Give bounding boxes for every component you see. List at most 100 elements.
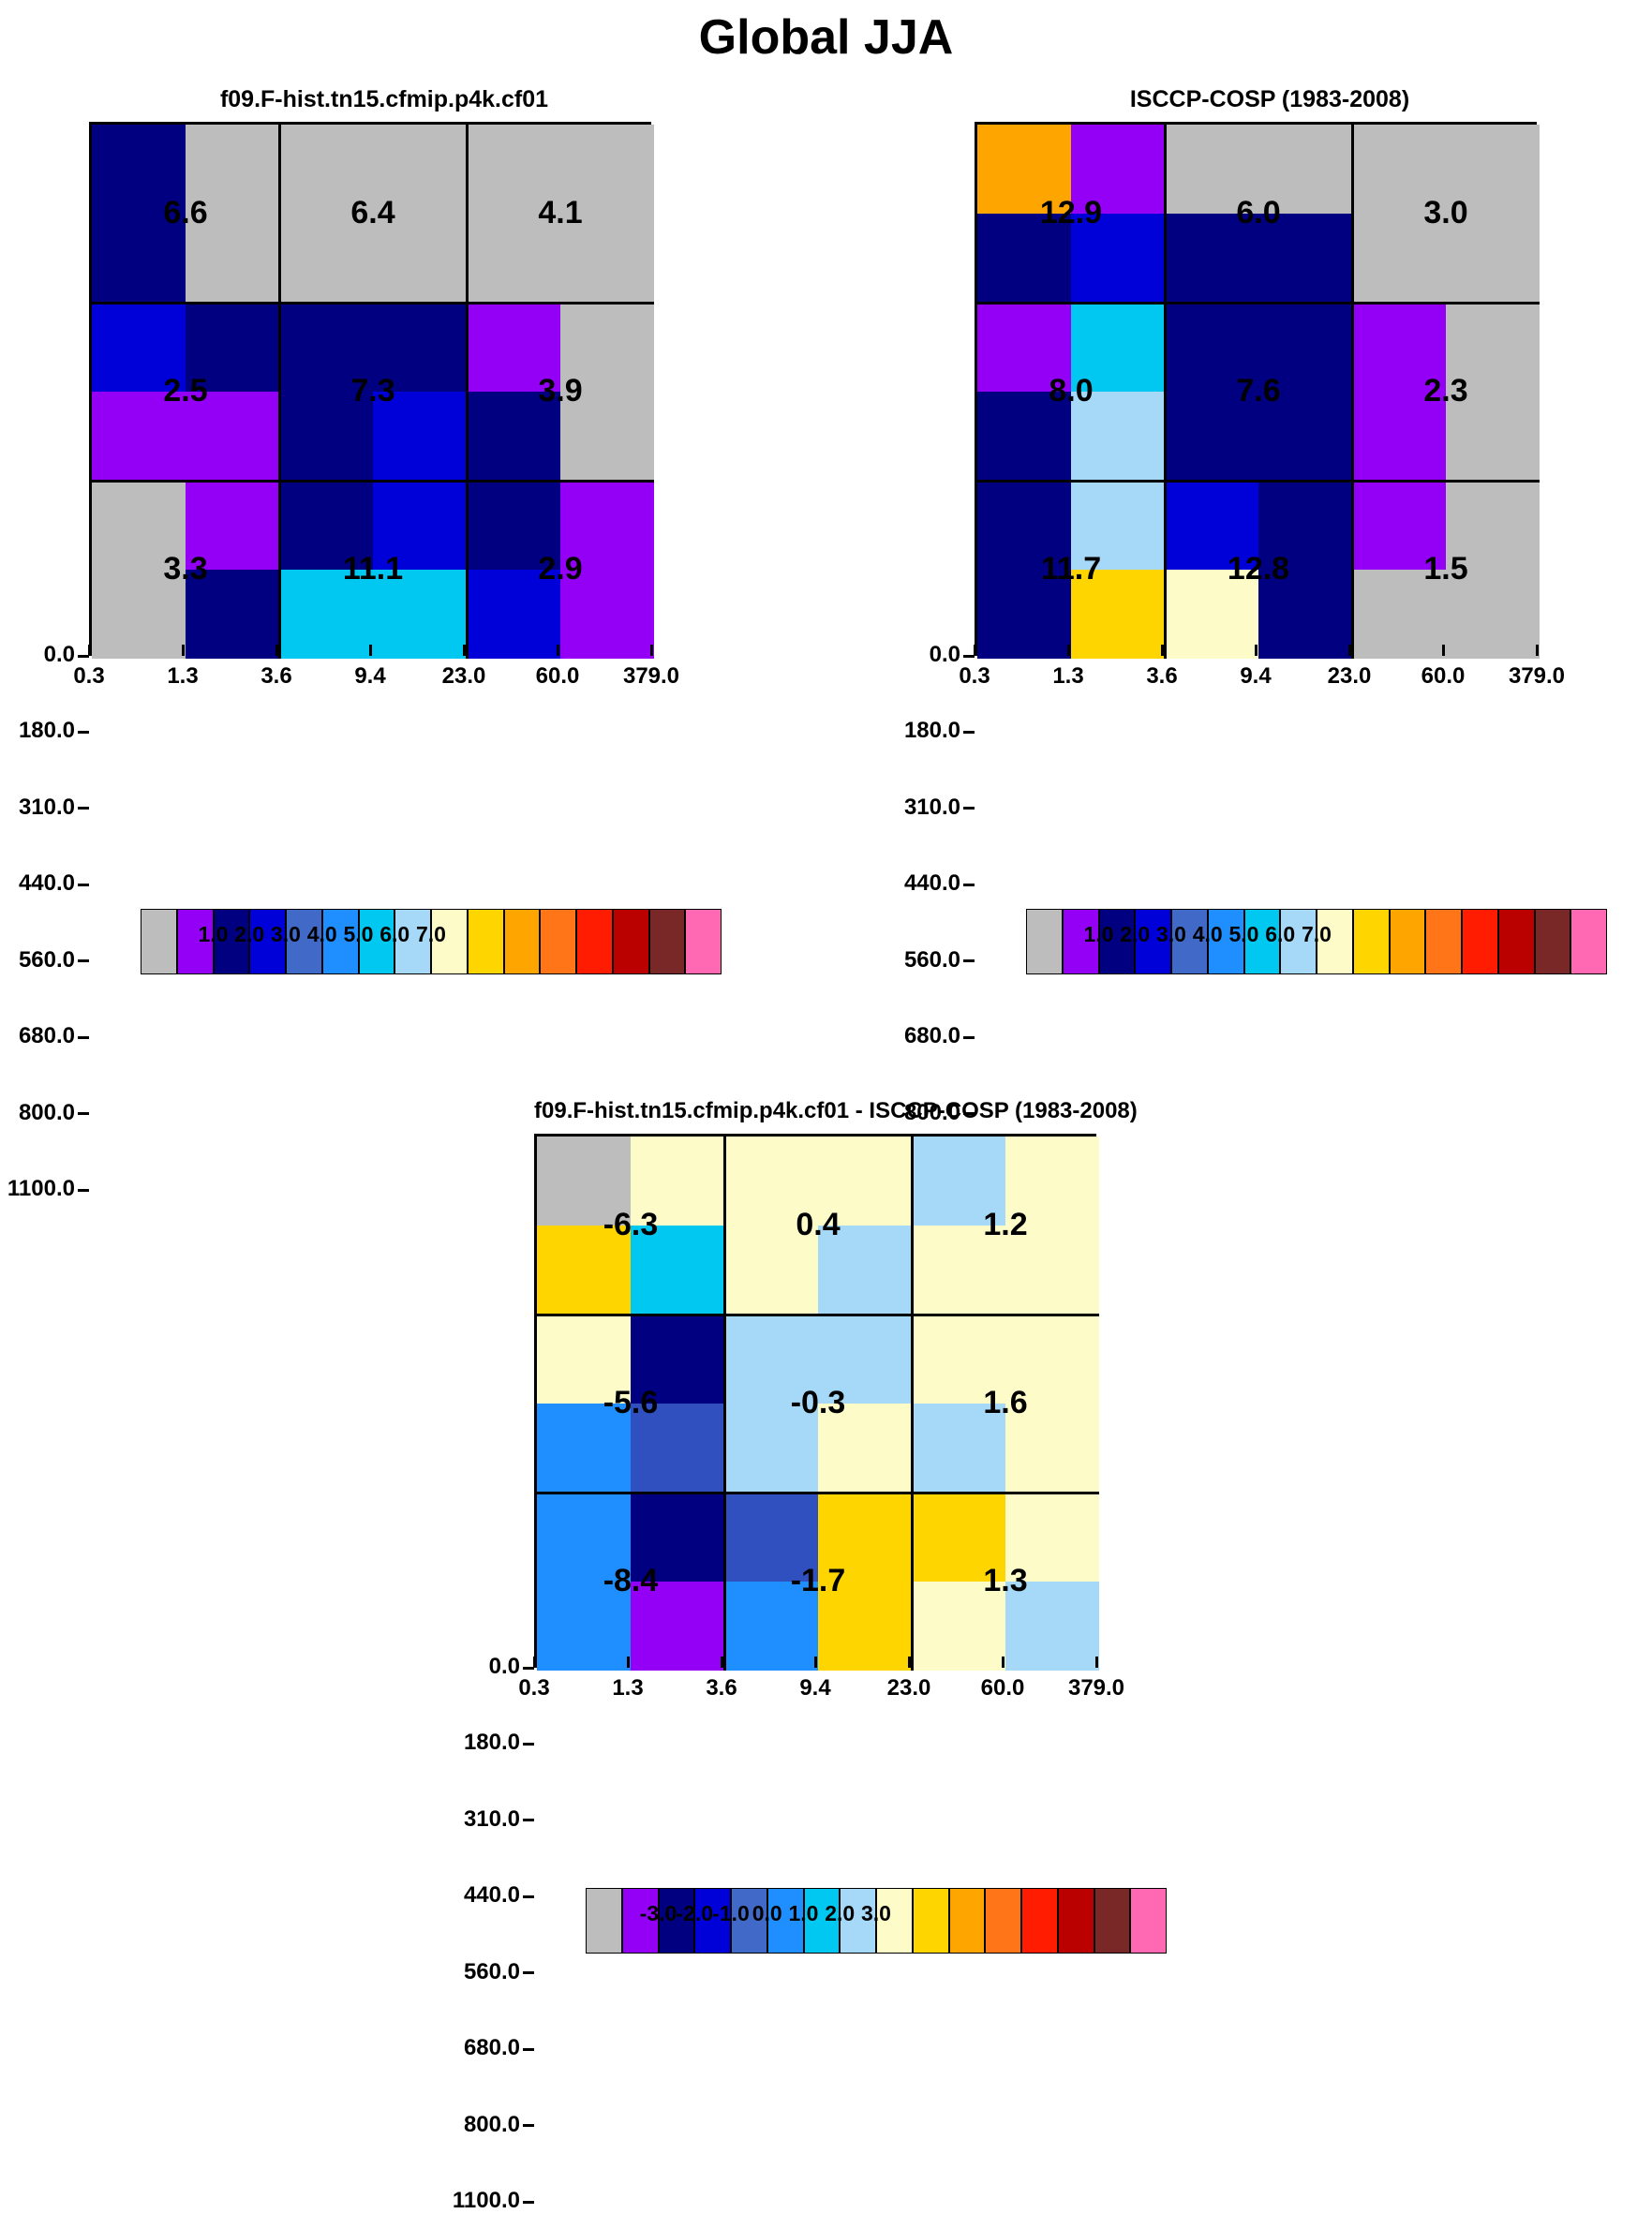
- heatmap-diff[interactable]: -6.3 0.4 1.2 -5.6 -0.3 1.6 -8.4 -1.7 1.3: [534, 1134, 1096, 1668]
- heatmap-cell-diff-r3-c3[interactable]: [818, 1404, 912, 1493]
- heatmap-cell-model-r2-c5[interactable]: [560, 303, 654, 392]
- xtick-label-model-6[interactable]: 379.0: [609, 663, 693, 690]
- xtick-label-diff-0[interactable]: 0.3: [492, 1675, 576, 1701]
- heatmap-cell-obs-r0-c5[interactable]: [1446, 125, 1540, 214]
- ytick-label-model-3[interactable]: 440.0: [0, 870, 75, 897]
- legend-swatch-main-0[interactable]: [141, 909, 177, 974]
- heatmap-cell-obs-r1-c3[interactable]: [1258, 214, 1352, 303]
- heatmap-cell-obs-r1-c4[interactable]: [1352, 214, 1446, 303]
- heatmap-cell-obs-r0-c2[interactable]: [1165, 125, 1258, 214]
- xtick-label-obs-0[interactable]: 0.3: [932, 663, 1017, 690]
- heatmap-cell-obs-r3-c1[interactable]: [1071, 392, 1165, 481]
- ytick-label-model-2[interactable]: 310.0: [0, 795, 75, 821]
- xtick-label-model-5[interactable]: 60.0: [515, 663, 600, 690]
- heatmap-cell-model-r2-c1[interactable]: [186, 303, 279, 392]
- ytick-label-diff-4[interactable]: 560.0: [436, 1959, 520, 1985]
- xtick-label-diff-6[interactable]: 379.0: [1054, 1675, 1139, 1701]
- heatmap-cell-diff-r5-c5[interactable]: [1005, 1582, 1099, 1671]
- ytick-label-obs-2[interactable]: 310.0: [876, 795, 960, 821]
- heatmap-cell-model-r3-c2[interactable]: [279, 392, 373, 481]
- heatmap-cell-diff-r4-c5[interactable]: [1005, 1493, 1099, 1582]
- heatmap-cell-model-r1-c4[interactable]: [467, 214, 560, 303]
- heatmap-cell-model-r0-c5[interactable]: [560, 125, 654, 214]
- ytick-label-model-1[interactable]: 180.0: [0, 718, 75, 744]
- heatmap-cell-model-r5-c5[interactable]: [560, 570, 654, 659]
- heatmap-cell-model-r3-c1[interactable]: [186, 392, 279, 481]
- ytick-label-obs-4[interactable]: 560.0: [876, 947, 960, 973]
- legend-swatch-main-9[interactable]: [1353, 909, 1390, 974]
- heatmap-cell-model-r3-c4[interactable]: [467, 392, 560, 481]
- ytick-label-model-7[interactable]: 1100.0: [0, 1176, 75, 1202]
- legend-swatch-main-14[interactable]: [649, 909, 686, 974]
- legend-swatch-diff-9[interactable]: [913, 1888, 949, 1954]
- legend-swatch-main-12[interactable]: [576, 909, 613, 974]
- heatmap-cell-model-r0-c2[interactable]: [279, 125, 373, 214]
- xtick-label-diff-2[interactable]: 3.6: [679, 1675, 764, 1701]
- heatmap-cell-diff-r4-c2[interactable]: [724, 1493, 818, 1582]
- legend-swatch-main-15[interactable]: [685, 909, 722, 974]
- heatmap-cell-diff-r5-c2[interactable]: [724, 1582, 818, 1671]
- heatmap-cell-diff-r2-c2[interactable]: [724, 1315, 818, 1404]
- legend-swatch-main-15[interactable]: [1570, 909, 1607, 974]
- heatmap-cell-model-r2-c3[interactable]: [373, 303, 467, 392]
- heatmap-cell-diff-r3-c2[interactable]: [724, 1404, 818, 1493]
- heatmap-cell-model-r4-c5[interactable]: [560, 481, 654, 570]
- ytick-label-diff-1[interactable]: 180.0: [436, 1730, 520, 1756]
- heatmap-cell-obs-r3-c0[interactable]: [977, 392, 1071, 481]
- heatmap-cell-obs-r3-c5[interactable]: [1446, 392, 1540, 481]
- heatmap-cell-model-r1-c3[interactable]: [373, 214, 467, 303]
- xtick-label-obs-1[interactable]: 1.3: [1026, 663, 1110, 690]
- heatmap-cell-diff-r0-c2[interactable]: [724, 1137, 818, 1226]
- heatmap-cell-model-r4-c3[interactable]: [373, 481, 467, 570]
- heatmap-cell-diff-r2-c1[interactable]: [631, 1315, 724, 1404]
- heatmap-obs[interactable]: 12.9 6.0 3.0 8.0 7.6 2.3 11.7 12.8 1.5: [975, 122, 1537, 656]
- heatmap-cell-model-r2-c4[interactable]: [467, 303, 560, 392]
- heatmap-cell-diff-r3-c5[interactable]: [1005, 1404, 1099, 1493]
- heatmap-cell-obs-r1-c0[interactable]: [977, 214, 1071, 303]
- heatmap-cell-model-r4-c2[interactable]: [279, 481, 373, 570]
- xtick-label-obs-3[interactable]: 9.4: [1213, 663, 1298, 690]
- xtick-label-model-2[interactable]: 3.6: [234, 663, 319, 690]
- heatmap-cell-obs-r2-c2[interactable]: [1165, 303, 1258, 392]
- heatmap-cell-obs-r2-c0[interactable]: [977, 303, 1071, 392]
- heatmap-cell-model-r0-c3[interactable]: [373, 125, 467, 214]
- legend-swatch-main-9[interactable]: [468, 909, 504, 974]
- heatmap-cell-model-r2-c0[interactable]: [92, 303, 186, 392]
- heatmap-cell-model-r5-c2[interactable]: [279, 570, 373, 659]
- legend-swatch-main-10[interactable]: [1390, 909, 1426, 974]
- xtick-label-diff-1[interactable]: 1.3: [586, 1675, 670, 1701]
- ytick-label-diff-2[interactable]: 310.0: [436, 1806, 520, 1833]
- heatmap-cell-model-r5-c0[interactable]: [92, 570, 186, 659]
- heatmap-cell-model-r4-c1[interactable]: [186, 481, 279, 570]
- heatmap-cell-model-r5-c4[interactable]: [467, 570, 560, 659]
- heatmap-cell-obs-r5-c0[interactable]: [977, 570, 1071, 659]
- heatmap-cell-obs-r0-c1[interactable]: [1071, 125, 1165, 214]
- heatmap-cell-model-r3-c0[interactable]: [92, 392, 186, 481]
- legend-swatch-main-14[interactable]: [1535, 909, 1571, 974]
- heatmap-cell-obs-r1-c2[interactable]: [1165, 214, 1258, 303]
- heatmap-cell-diff-r5-c3[interactable]: [818, 1582, 912, 1671]
- heatmap-cell-diff-r3-c4[interactable]: [912, 1404, 1005, 1493]
- heatmap-cell-obs-r3-c4[interactable]: [1352, 392, 1446, 481]
- ytick-label-model-4[interactable]: 560.0: [0, 947, 75, 973]
- xtick-label-model-0[interactable]: 0.3: [47, 663, 131, 690]
- heatmap-cell-model-r4-c4[interactable]: [467, 481, 560, 570]
- legend-swatch-main-13[interactable]: [613, 909, 649, 974]
- xtick-label-obs-5[interactable]: 60.0: [1401, 663, 1485, 690]
- heatmap-cell-obs-r5-c1[interactable]: [1071, 570, 1165, 659]
- heatmap-cell-diff-r4-c1[interactable]: [631, 1493, 724, 1582]
- heatmap-cell-obs-r4-c2[interactable]: [1165, 481, 1258, 570]
- heatmap-cell-diff-r4-c3[interactable]: [818, 1493, 912, 1582]
- legend-swatch-main-11[interactable]: [1425, 909, 1462, 974]
- heatmap-cell-obs-r4-c3[interactable]: [1258, 481, 1352, 570]
- ytick-label-diff-7[interactable]: 1100.0: [436, 2188, 520, 2214]
- heatmap-cell-diff-r0-c3[interactable]: [818, 1137, 912, 1226]
- heatmap-cell-diff-r1-c3[interactable]: [818, 1226, 912, 1315]
- ytick-label-model-5[interactable]: 680.0: [0, 1023, 75, 1049]
- heatmap-cell-diff-r1-c1[interactable]: [631, 1226, 724, 1315]
- legend-swatch-diff-13[interactable]: [1058, 1888, 1094, 1954]
- heatmap-cell-model-r4-c0[interactable]: [92, 481, 186, 570]
- legend-swatch-diff-11[interactable]: [985, 1888, 1021, 1954]
- heatmap-cell-diff-r0-c0[interactable]: [537, 1137, 631, 1226]
- heatmap-cell-diff-r2-c5[interactable]: [1005, 1315, 1099, 1404]
